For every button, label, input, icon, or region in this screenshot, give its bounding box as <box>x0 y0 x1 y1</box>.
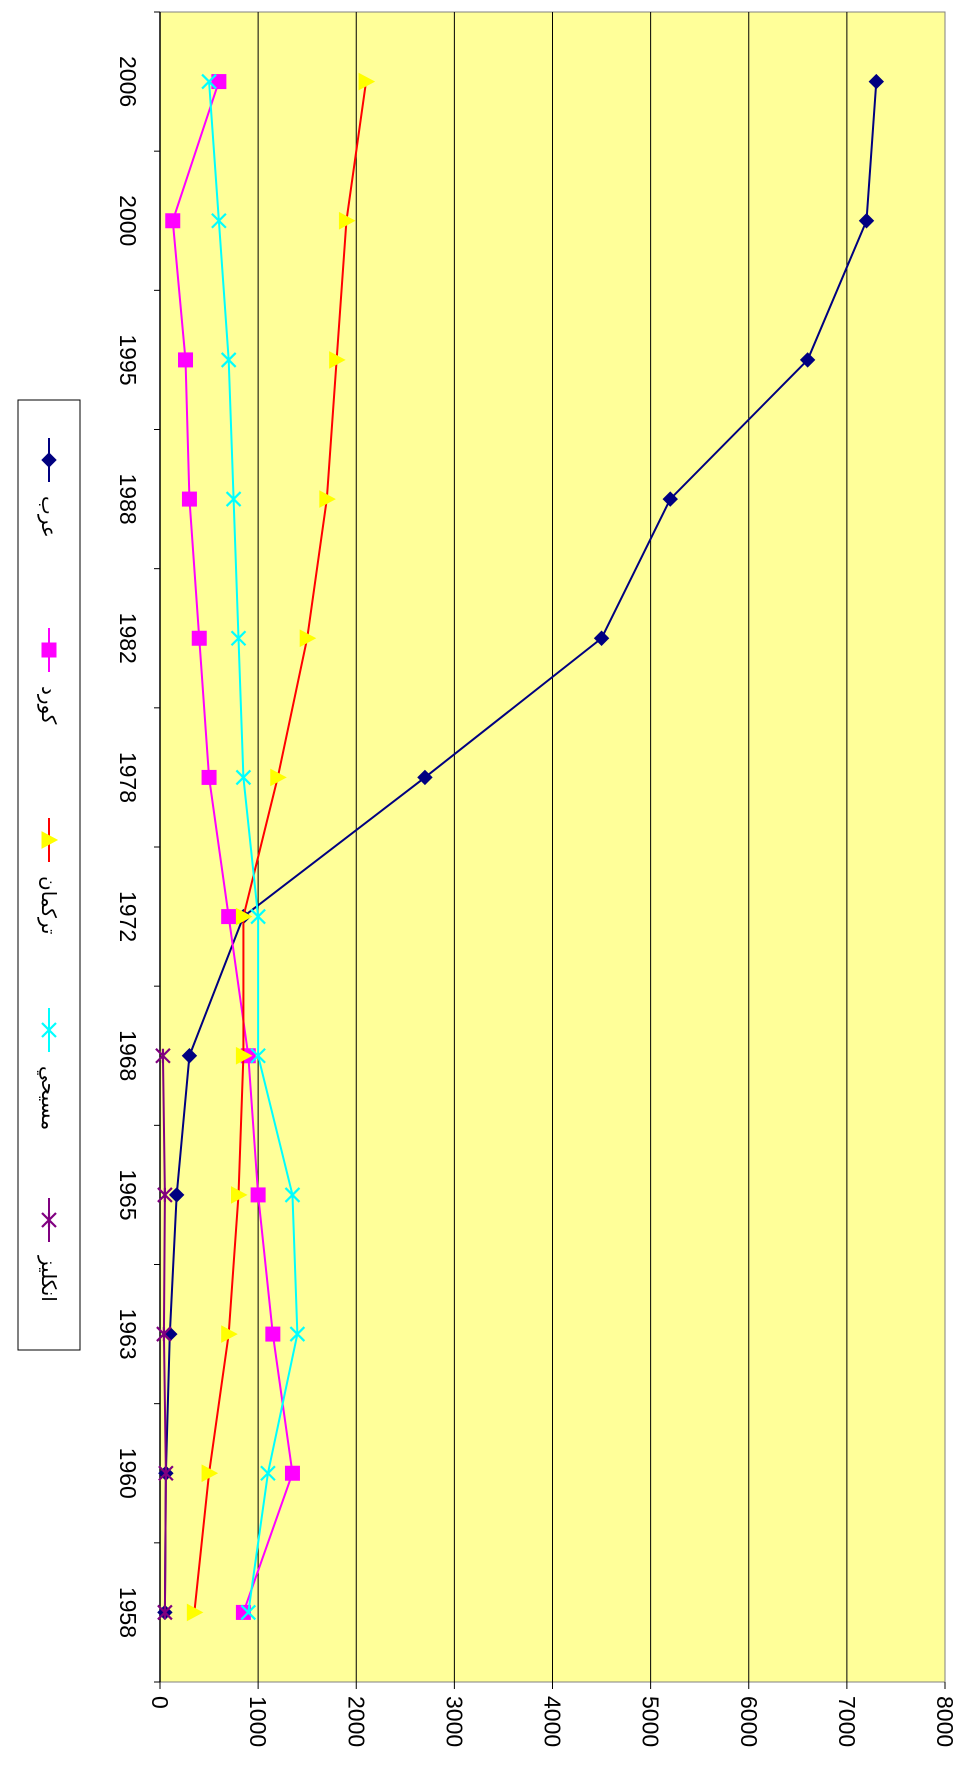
data-point <box>157 1604 173 1621</box>
data-point <box>284 1187 301 1203</box>
legend-marker <box>41 831 59 849</box>
data-point <box>158 1465 174 1482</box>
data-point <box>211 74 227 90</box>
grid-lines <box>257 12 848 1682</box>
data-point <box>240 1604 257 1621</box>
legend-marker <box>41 1022 57 1038</box>
legend-marker <box>41 642 57 658</box>
data-point <box>868 73 885 90</box>
series-line <box>163 81 878 1613</box>
data-point <box>799 352 816 368</box>
data-point <box>417 769 433 786</box>
legend-entry: مسيحي <box>36 1008 61 1130</box>
legend-box <box>17 399 81 1351</box>
legend-label: انكليز <box>37 1255 61 1302</box>
legend-entry: انكليز <box>37 1198 61 1302</box>
legend-label: تركمان <box>37 876 61 934</box>
value-tick-label: 1000 <box>245 1696 271 1747</box>
data-point <box>250 908 266 925</box>
category-tick-label: 1995 <box>115 334 141 385</box>
data-point <box>338 211 356 230</box>
data-point <box>299 629 317 648</box>
data-point <box>225 491 242 507</box>
value-tick-label: 3000 <box>441 1696 467 1747</box>
series-2 <box>186 72 376 1622</box>
value-tick-label: 6000 <box>736 1696 762 1747</box>
legend-entry: عرب <box>37 438 61 538</box>
data-point <box>178 352 194 368</box>
legend-label: عرب <box>37 496 61 538</box>
legend-label: مسيحي <box>36 1066 61 1130</box>
series-layer <box>155 72 885 1622</box>
data-point <box>289 1326 306 1342</box>
data-point <box>165 213 181 229</box>
data-point <box>168 1187 185 1203</box>
value-tick-label: 5000 <box>638 1696 664 1747</box>
value-tick-label: 0 <box>147 1696 173 1709</box>
data-point <box>181 491 197 507</box>
category-tick-label: 1978 <box>115 752 141 803</box>
category-tick-label: 2000 <box>115 195 141 246</box>
legend-label: كورد <box>37 686 61 725</box>
data-point <box>201 769 217 785</box>
data-point <box>358 72 376 91</box>
category-tick-label: 1965 <box>115 1169 141 1220</box>
data-point <box>260 1465 276 1482</box>
series-line <box>208 81 299 1613</box>
data-point <box>230 630 247 647</box>
data-point <box>235 1604 251 1620</box>
data-point <box>235 1046 253 1065</box>
legend-entry: تركمان <box>37 818 61 934</box>
data-point <box>329 351 346 369</box>
category-tick-label: 1958 <box>115 1587 141 1638</box>
data-point <box>156 1326 172 1342</box>
data-point <box>858 213 875 229</box>
category-tick-label: 1960 <box>115 1448 141 1499</box>
data-point <box>181 1048 198 1064</box>
category-tick-label: 1968 <box>115 1030 141 1081</box>
data-point <box>231 1186 248 1204</box>
category-tick-label: 1963 <box>115 1308 141 1359</box>
data-point <box>250 1047 266 1064</box>
series-4 <box>155 1047 174 1621</box>
data-point <box>284 1465 300 1481</box>
category-tick-label: 1972 <box>115 891 141 942</box>
series-line <box>171 81 294 1613</box>
data-point <box>235 769 252 786</box>
value-tick-label: 2000 <box>343 1696 369 1747</box>
data-point <box>250 1187 266 1203</box>
data-point <box>221 909 237 925</box>
value-tick-label: 7000 <box>834 1696 860 1747</box>
data-point <box>201 73 217 90</box>
value-tick-label: 4000 <box>540 1696 566 1747</box>
series-line <box>193 81 368 1613</box>
data-point <box>265 1326 281 1342</box>
data-point <box>319 490 336 508</box>
data-point <box>155 1047 171 1064</box>
legend-marker <box>41 1212 57 1228</box>
data-point <box>186 1603 204 1622</box>
legend-marker <box>41 452 57 468</box>
legend-entry: كورد <box>37 628 61 725</box>
axes: 0 1000 2000 3000 4000 5000 6000 7000 8000 1958 196… <box>115 11 958 1747</box>
category-tick-label: 1982 <box>115 613 141 664</box>
data-point <box>593 630 610 646</box>
data-point <box>270 768 287 787</box>
legend: عرب كورد تركمان مسيحي انكليز <box>17 399 81 1351</box>
data-point <box>662 491 678 507</box>
category-tick-label: 2006 <box>115 56 141 107</box>
data-point <box>235 907 253 926</box>
data-point <box>157 1187 173 1203</box>
data-point <box>201 1464 219 1483</box>
data-point <box>211 212 227 229</box>
data-point <box>220 352 237 368</box>
series-3 <box>201 73 306 1621</box>
data-point <box>221 1325 238 1343</box>
category-tick-label: 1988 <box>115 473 141 524</box>
value-tick-label: 8000 <box>932 1696 958 1747</box>
data-point <box>191 630 207 646</box>
